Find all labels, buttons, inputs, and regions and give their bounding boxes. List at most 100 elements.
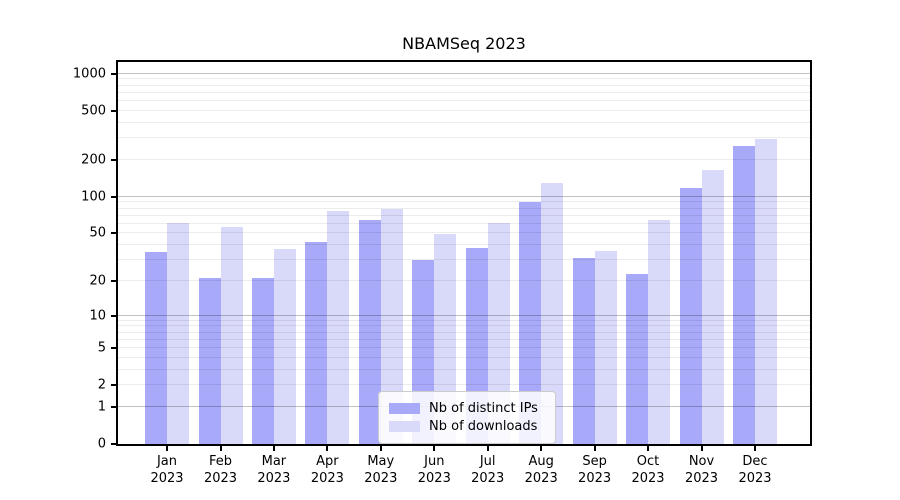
x-axis-tick-label-jul: Jul 2023: [471, 453, 504, 487]
bar-downloads-mar: [273, 249, 296, 444]
x-axis-tick-label-sep: Sep 2023: [578, 453, 611, 487]
gridline-minor: [118, 109, 810, 111]
plot-area: Nb of distinct IPs Nb of downloads 0 1 2 5 1…: [73, 62, 810, 486]
x-axis-tick-label-may: May 2023: [364, 453, 397, 487]
bar-distinct-ips-dec: [733, 146, 755, 444]
legend-label-distinct-ips: Nb of distinct IPs: [429, 401, 538, 416]
gridline-minor: [118, 137, 810, 139]
bar-distinct-ips-sep: [572, 258, 595, 444]
gridline-minor: [118, 91, 810, 93]
y-axis-tick-label: 1000: [72, 66, 106, 82]
y-axis-tick: [111, 232, 116, 235]
legend-entry-downloads: Nb of downloads: [389, 419, 545, 434]
y-axis-tick: [111, 279, 116, 282]
y-axis-tick-label: 10: [89, 308, 106, 323]
month-label: Nov: [688, 454, 715, 469]
y-axis-tick: [111, 195, 116, 198]
year-label: 2023: [471, 471, 505, 486]
bar-downloads-sep: [594, 250, 617, 444]
y-axis-tick: [111, 384, 116, 387]
x-axis-tick-label-jan: Jan 2023: [150, 453, 183, 487]
x-axis-tick-label-apr: Apr 2023: [311, 453, 344, 487]
x-axis-tick-label-oct: Oct 2023: [631, 453, 664, 487]
bar-downloads-feb: [220, 227, 243, 444]
bar-distinct-ips-nov: [679, 187, 702, 444]
year-label: 2023: [310, 471, 344, 486]
x-axis-tick: [700, 446, 703, 451]
y-axis-tick: [111, 347, 116, 349]
x-axis-tick: [593, 446, 596, 451]
y-axis-tick: [111, 72, 116, 75]
y-axis-tick-label: 500: [81, 103, 106, 119]
x-axis-tick-label-feb: Feb 2023: [204, 453, 237, 487]
year-label: 2023: [738, 471, 772, 486]
bar-downloads-jan: [167, 222, 189, 444]
x-axis-tick-label-aug: Aug 2023: [525, 453, 558, 487]
legend: Nb of distinct IPs Nb of downloads: [378, 391, 556, 444]
y-axis-tick-label: 100: [81, 189, 106, 205]
y-axis-tick: [111, 314, 116, 317]
legend-swatch-distinct-ips: [389, 403, 420, 414]
month-label: May: [367, 454, 395, 469]
bar-downloads-jul: [487, 222, 510, 444]
x-axis-tick: [326, 446, 329, 451]
bar-downloads-apr: [327, 211, 350, 444]
x-axis-tick-label-jun: Jun 2023: [418, 453, 451, 487]
gridline-minor: [118, 158, 810, 160]
bar-downloads-nov: [701, 169, 724, 444]
bar-distinct-ips-jan: [145, 252, 167, 444]
gridline-minor: [118, 84, 810, 86]
month-label: Jul: [479, 454, 496, 469]
bar-downloads-aug: [541, 182, 564, 444]
x-axis-tick: [166, 446, 168, 451]
chart-title: NBAMSeq 2023: [402, 34, 526, 53]
year-label: 2023: [150, 471, 184, 486]
legend-entry-distinct-ips: Nb of distinct IPs: [389, 401, 545, 416]
y-axis-tick-label: 5: [97, 340, 106, 356]
x-axis-tick: [219, 446, 222, 451]
year-label: 2023: [417, 471, 451, 486]
month-label: Jan: [156, 454, 178, 469]
month-label: Jun: [424, 454, 445, 469]
bar-distinct-ips-aug: [519, 202, 542, 444]
y-axis-tick: [111, 405, 116, 408]
year-label: 2023: [578, 471, 612, 486]
x-axis-tick: [486, 446, 489, 451]
bar-distinct-ips-apr: [305, 242, 328, 444]
month-label: Apr: [316, 454, 339, 469]
legend-label-downloads: Nb of downloads: [429, 419, 538, 434]
month-label: Feb: [208, 454, 233, 469]
bar-distinct-ips-feb: [198, 278, 221, 444]
y-axis-tick-label: 1: [97, 399, 106, 415]
legend-swatch-downloads: [389, 421, 420, 432]
y-axis-tick-label: 50: [89, 225, 106, 241]
y-axis-tick-label: 2: [97, 377, 106, 393]
plot-frame: [116, 60, 812, 446]
bar-downloads-dec: [755, 138, 777, 444]
x-axis-tick: [647, 446, 649, 451]
bar-distinct-ips-may: [358, 219, 381, 444]
month-label: Dec: [742, 454, 768, 469]
year-label: 2023: [364, 471, 398, 486]
month-label: Mar: [261, 454, 287, 469]
y-axis-tick: [111, 443, 116, 445]
gridline-minor: [118, 100, 810, 102]
gridline-minor: [118, 121, 810, 123]
year-label: 2023: [524, 471, 558, 486]
bar-distinct-ips-mar: [251, 278, 274, 444]
month-label: Sep: [582, 454, 607, 469]
gridline-minor: [118, 78, 810, 80]
x-axis-tick: [379, 446, 382, 451]
gridline-major: [118, 72, 810, 74]
bar-downloads-oct: [648, 219, 670, 444]
x-axis-tick: [433, 446, 436, 451]
month-label: Oct: [636, 454, 660, 469]
y-axis-tick: [111, 109, 116, 112]
x-axis-tick-label-nov: Nov 2023: [685, 453, 718, 487]
x-axis-tick-label-mar: Mar 2023: [257, 453, 290, 487]
bar-downloads-may: [380, 208, 403, 444]
year-label: 2023: [203, 471, 238, 486]
month-label: Aug: [528, 454, 554, 469]
year-label: 2023: [257, 471, 291, 486]
